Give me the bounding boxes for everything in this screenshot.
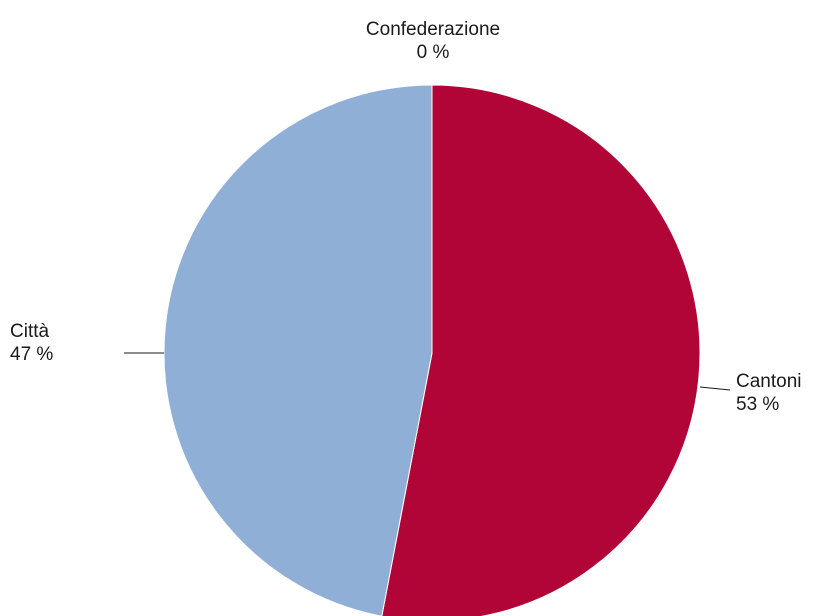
- slice-name-confederazione: Confederazione: [365, 19, 501, 40]
- leader-line-cantoni: [699, 386, 731, 391]
- slice-label-cantoni: Cantoni 53 %: [736, 370, 802, 416]
- pie-slice-citta: [163, 84, 433, 616]
- slice-label-confederazione: Confederazione 0 %: [343, 18, 523, 64]
- slice-value-cantoni: 53 %: [736, 394, 780, 415]
- slice-value-confederazione: 0 %: [416, 42, 450, 63]
- slice-name-cantoni: Cantoni: [736, 371, 802, 392]
- slice-label-citta: Città 47 %: [10, 320, 53, 366]
- pie-slice-cantoni: [381, 84, 701, 616]
- slice-value-citta: 47 %: [10, 344, 54, 365]
- slice-name-citta: Città: [10, 321, 50, 342]
